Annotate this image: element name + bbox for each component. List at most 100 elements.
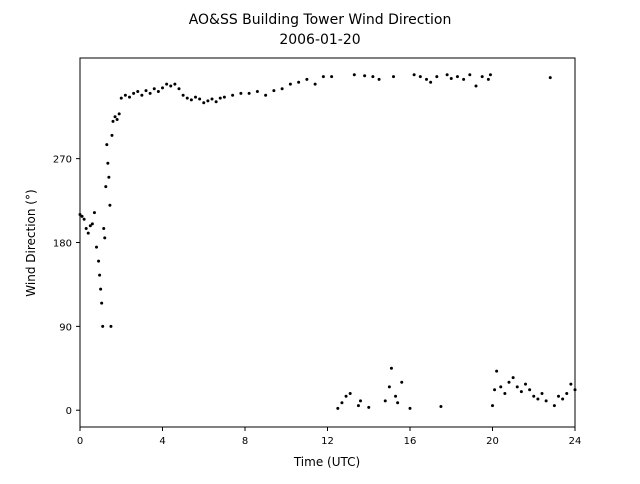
data-point — [488, 73, 492, 77]
data-point — [408, 406, 412, 410]
x-tick-label: 0 — [77, 436, 83, 447]
data-point — [98, 273, 102, 277]
y-tick-label: 0 — [66, 406, 72, 417]
data-point — [177, 87, 181, 91]
data-point — [264, 93, 268, 97]
data-point — [255, 90, 259, 94]
x-tick-label: 8 — [242, 436, 248, 447]
data-point — [106, 161, 110, 165]
data-point — [100, 301, 104, 305]
data-point — [515, 385, 519, 389]
data-point — [80, 214, 84, 218]
data-point — [544, 399, 548, 403]
data-point — [396, 401, 400, 405]
data-point — [532, 394, 536, 398]
data-point — [449, 77, 453, 80]
data-point — [165, 82, 169, 86]
x-axis-label: Time (UTC) — [293, 455, 360, 469]
data-point — [356, 404, 360, 408]
data-point — [214, 100, 218, 104]
data-point — [548, 76, 552, 80]
x-tick-label: 24 — [569, 436, 582, 447]
data-point — [101, 324, 105, 328]
data-point — [140, 93, 144, 97]
data-point — [480, 75, 484, 79]
data-point — [359, 399, 362, 403]
data-point — [503, 391, 507, 395]
data-point — [371, 75, 375, 79]
data-point — [117, 112, 121, 116]
data-point — [468, 73, 472, 77]
data-point — [425, 77, 428, 81]
data-point — [103, 236, 107, 240]
data-point — [387, 385, 391, 389]
data-point — [540, 391, 544, 395]
data-point — [429, 80, 433, 84]
data-point — [132, 91, 136, 95]
y-axis-label: Wind Direction (°) — [24, 189, 38, 296]
data-point — [92, 211, 96, 215]
x-tick-label: 16 — [404, 436, 417, 447]
x-tick-label: 4 — [159, 436, 165, 447]
data-point — [455, 75, 459, 79]
data-point — [313, 82, 317, 86]
data-point — [519, 390, 523, 394]
data-point — [181, 93, 185, 97]
data-point — [288, 82, 292, 86]
data-point — [247, 91, 251, 95]
data-point — [340, 401, 344, 405]
data-point — [108, 203, 112, 207]
data-point — [493, 388, 497, 392]
data-point — [474, 84, 478, 88]
data-point — [231, 93, 235, 97]
data-point — [528, 388, 532, 392]
data-point — [435, 75, 439, 79]
data-point — [102, 227, 106, 231]
data-point — [305, 77, 309, 81]
data-point — [439, 405, 443, 408]
data-point — [495, 369, 499, 373]
data-point — [97, 259, 101, 263]
data-point — [330, 75, 334, 79]
data-point — [486, 77, 490, 81]
data-point — [418, 75, 422, 79]
data-point — [336, 406, 340, 410]
data-point — [136, 90, 140, 94]
y-tick-label: 180 — [53, 239, 72, 250]
data-point — [222, 95, 226, 99]
data-point — [202, 101, 206, 105]
data-point — [82, 217, 86, 221]
y-tick-label: 90 — [59, 322, 72, 333]
data-point — [367, 405, 371, 409]
data-point — [99, 287, 103, 291]
data-point — [491, 404, 494, 408]
data-point — [511, 376, 515, 380]
data-point — [218, 96, 222, 100]
data-point — [95, 245, 98, 249]
data-point — [394, 394, 398, 398]
data-point — [90, 222, 94, 226]
data-point — [499, 385, 503, 389]
data-point — [86, 231, 90, 235]
data-point — [113, 115, 117, 119]
data-point — [445, 73, 449, 77]
data-point — [389, 366, 393, 370]
data-point — [107, 175, 111, 179]
data-point — [115, 118, 119, 121]
data-point — [110, 133, 114, 137]
data-point — [321, 75, 325, 79]
data-point — [173, 82, 177, 86]
data-point — [156, 90, 160, 94]
data-point — [169, 84, 173, 88]
data-point — [377, 77, 381, 81]
data-point — [148, 91, 152, 95]
data-point — [344, 394, 348, 398]
x-tick-label: 12 — [321, 436, 334, 447]
data-point — [206, 99, 210, 103]
data-point — [104, 185, 108, 189]
data-point — [363, 74, 367, 78]
data-point — [552, 404, 556, 408]
data-point — [569, 382, 573, 386]
data-point — [185, 96, 189, 100]
